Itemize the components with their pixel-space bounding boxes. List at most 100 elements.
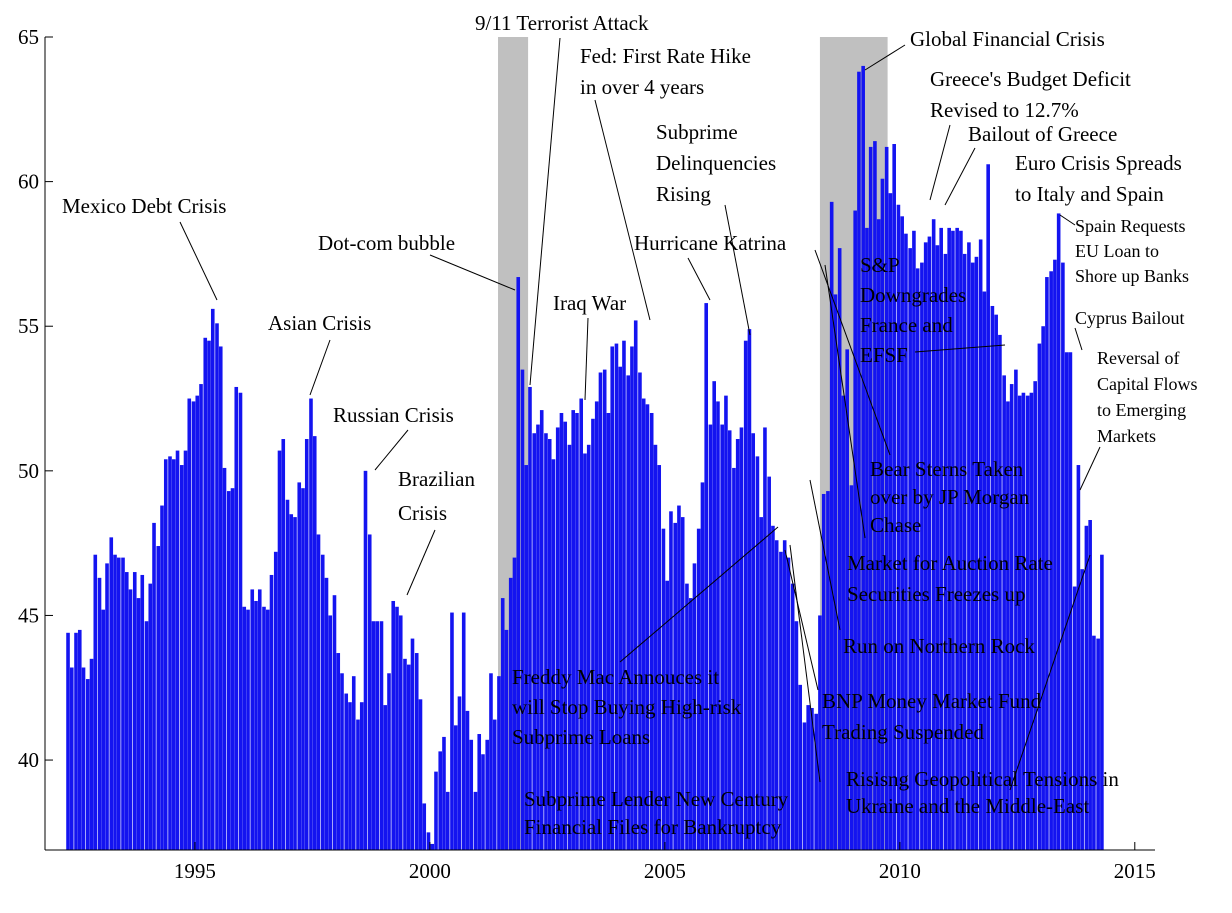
annotation: will Stop Buying High-risk: [512, 695, 742, 719]
bar: [359, 702, 364, 850]
bar: [591, 418, 595, 850]
bar: [626, 375, 630, 850]
bar: [786, 557, 791, 850]
bar: [767, 476, 771, 850]
bar: [970, 262, 975, 851]
bar: [779, 551, 783, 850]
bar: [810, 707, 814, 850]
annotation-leader: [1074, 327, 1083, 351]
bar: [559, 412, 564, 850]
bar: [700, 482, 705, 850]
bar: [191, 401, 196, 850]
bar: [755, 456, 760, 850]
bar: [1045, 277, 1049, 851]
bar: [982, 291, 987, 850]
bar: [328, 615, 333, 850]
bar: [645, 404, 650, 850]
bar: [774, 540, 779, 850]
bar: [434, 771, 438, 850]
bar: [504, 629, 509, 850]
bar: [677, 505, 681, 850]
bar: [583, 453, 587, 850]
bar: [426, 832, 431, 850]
bar: [89, 658, 94, 850]
annotation: Brazilian: [398, 467, 475, 491]
bar: [160, 505, 164, 850]
bar: [387, 673, 391, 850]
annotation: Hurricane Katrina: [634, 231, 787, 255]
bar: [990, 305, 995, 850]
annotation: Markets: [1097, 426, 1156, 446]
bar: [896, 204, 901, 850]
bar: [947, 227, 951, 850]
annotation-leader: [724, 204, 751, 336]
bar: [497, 676, 501, 850]
bar: [633, 320, 638, 850]
bar: [1080, 569, 1084, 850]
annotation: Delinquencies: [656, 151, 776, 175]
bar: [344, 693, 349, 850]
bar: [1092, 635, 1096, 850]
bar: [794, 621, 799, 850]
bar: [320, 554, 325, 850]
bar: [826, 491, 830, 850]
bar: [250, 589, 255, 850]
bar: [1076, 465, 1081, 850]
bar: [234, 386, 239, 850]
bar: [669, 511, 673, 850]
bar: [465, 710, 470, 850]
bar: [1061, 262, 1065, 851]
bar: [649, 412, 654, 850]
bar: [1096, 638, 1100, 850]
bar: [257, 589, 262, 850]
bar: [908, 248, 912, 850]
x-tick-label: 2015: [1114, 859, 1156, 883]
bar: [363, 470, 368, 850]
bar: [453, 725, 458, 850]
bar: [727, 430, 732, 850]
annotation: Subprime: [656, 120, 738, 144]
bar: [837, 248, 842, 850]
x-tick-label: 2000: [409, 859, 451, 883]
annotation-leader: [1059, 214, 1076, 226]
bar: [262, 606, 266, 850]
bar: [927, 236, 932, 850]
bar: [183, 450, 188, 850]
annotation: BNP Money Market Fund: [822, 689, 1042, 713]
annotation-leader: [864, 44, 906, 71]
bar: [371, 621, 376, 850]
bar: [571, 410, 576, 850]
bar: [485, 739, 490, 850]
bar: [704, 303, 709, 850]
bar: [763, 427, 767, 850]
bar: [853, 210, 857, 851]
bar: [818, 615, 822, 850]
annotation: Reversal of: [1097, 348, 1179, 368]
bar: [1002, 375, 1006, 850]
annotation-leader: [584, 317, 589, 401]
bar: [85, 679, 90, 850]
bar: [1014, 369, 1018, 850]
bar: [532, 433, 537, 850]
bar: [724, 395, 728, 850]
bar: [351, 676, 356, 850]
annotation: Risisng Geopolitical Tensions in: [846, 767, 1119, 791]
axis-layer: 40 45 50 55 60 65 1995 2000 2005 2010 2015: [18, 25, 1156, 883]
bar: [743, 340, 748, 850]
bar: [959, 230, 963, 850]
bar: [1041, 326, 1045, 850]
annotation-leader: [687, 257, 711, 301]
x-tick-label: 2010: [879, 859, 921, 883]
bar: [289, 514, 294, 850]
bar: [594, 401, 599, 850]
annotation: Subprime Lender New Century: [524, 787, 789, 811]
bar: [618, 366, 623, 850]
bar: [967, 242, 971, 850]
x-tick-label: 2005: [644, 859, 686, 883]
annotation: EFSF: [860, 343, 908, 367]
bar: [888, 193, 893, 850]
bar: [833, 294, 838, 850]
annotation: Ukraine and the Middle-East: [846, 794, 1089, 818]
y-tick-label: 55: [18, 314, 39, 338]
